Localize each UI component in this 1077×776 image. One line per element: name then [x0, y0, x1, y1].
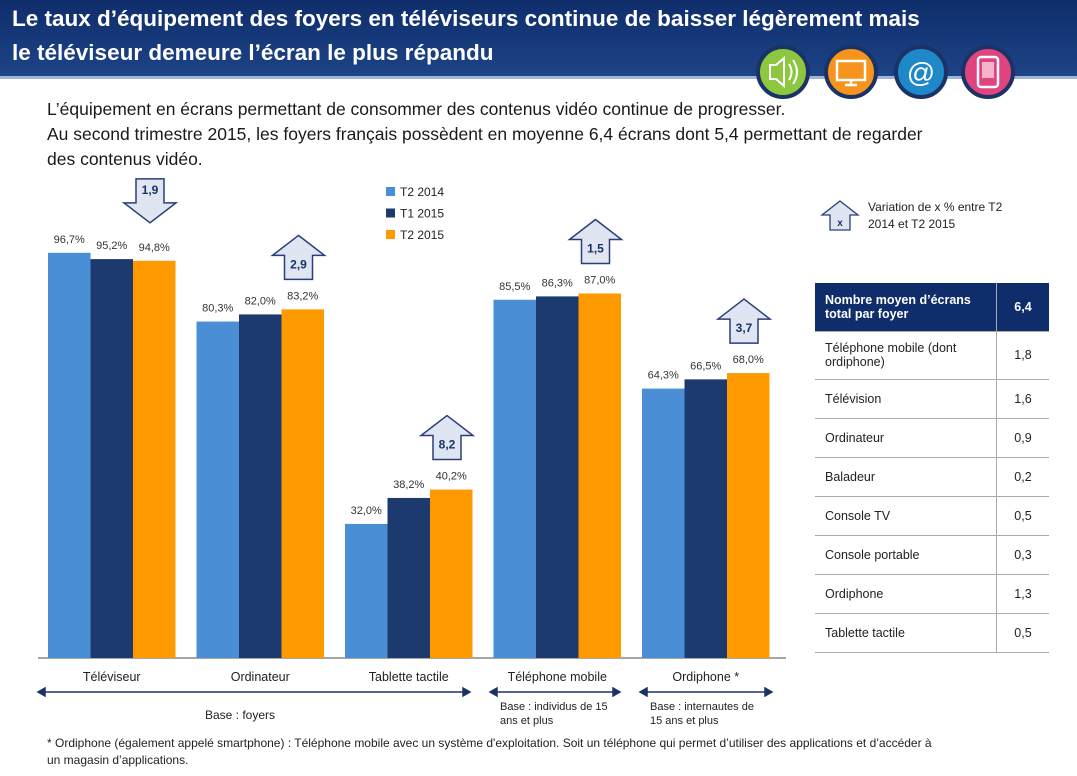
- bar: [536, 296, 579, 658]
- value-label: 86,3%: [542, 277, 573, 289]
- bar: [727, 373, 770, 658]
- table-value: 1,6: [996, 379, 1049, 419]
- variation-label: 3,7: [736, 321, 753, 335]
- bar: [642, 388, 685, 658]
- footnote-line: * Ordiphone (également appelé smartphone…: [47, 736, 932, 750]
- bar: [493, 299, 536, 658]
- header-bar: [0, 0, 1077, 79]
- variation-label: 1,5: [587, 241, 604, 255]
- category-label: Téléviseur: [83, 670, 141, 684]
- bar: [578, 293, 621, 658]
- table-label: Console portable: [815, 535, 997, 575]
- bar: [48, 252, 91, 658]
- table-label: Ordinateur: [815, 418, 997, 458]
- variation-legend-symbol: x: [837, 218, 843, 229]
- value-label: 32,0%: [351, 505, 382, 517]
- table-row: Ordinateur 0,9: [815, 418, 1049, 458]
- variation-legend-arrow: [820, 200, 860, 231]
- table-value: 0,3: [996, 535, 1049, 575]
- category-label: Téléphone mobile: [508, 670, 607, 684]
- bar: [239, 314, 282, 658]
- title-line: le téléviseur demeure l’écran le plus ré…: [12, 40, 494, 65]
- table-value: 0,9: [996, 418, 1049, 458]
- table-label: Ordiphone: [815, 574, 997, 614]
- bar: [387, 497, 430, 658]
- legend-swatch: [386, 230, 395, 239]
- screen-table: Nombre moyen d’écrans total par foyer 6,4…: [815, 283, 1049, 653]
- table-row: Télévision 1,6: [815, 379, 1049, 419]
- icons: @: [756, 45, 1015, 99]
- table-row: Nombre moyen d’écrans total par foyer 6,4: [815, 283, 1049, 332]
- bar: [196, 321, 239, 658]
- base-label: Base : foyers: [204, 708, 276, 722]
- value-label: 80,3%: [202, 303, 233, 315]
- base-label: Base : internautes de 15 ans et plus: [650, 701, 754, 727]
- table-value: 0,5: [996, 613, 1049, 653]
- table-label: Téléphone mobile (dont ordiphone): [815, 331, 997, 380]
- bar: [684, 379, 727, 658]
- table-row: Téléphone mobile (dont ordiphone) 1,8: [815, 331, 1049, 380]
- value-label: 68,0%: [733, 354, 764, 366]
- category-label: Ordinateur: [231, 670, 290, 684]
- value-label: 66,5%: [690, 360, 721, 372]
- legend-swatch: [386, 208, 395, 218]
- variation-label: 2,9: [290, 257, 307, 271]
- base-brackets: [36, 686, 774, 698]
- intro-line: L’équipement en écrans permettant de con…: [47, 99, 786, 119]
- table-value: 6,4: [996, 283, 1049, 332]
- variation-label: 8,2: [439, 438, 456, 452]
- value-label: 85,5%: [499, 281, 530, 293]
- table-row: Baladeur 0,2: [815, 457, 1049, 497]
- legend-label: T2 2015: [400, 228, 444, 242]
- table-value: 1,3: [996, 574, 1049, 614]
- bar: [90, 259, 133, 658]
- value-label: 82,0%: [245, 295, 276, 307]
- variation-label: 1,9: [142, 183, 159, 197]
- table-row: Console TV 0,5: [815, 496, 1049, 536]
- category-label: Ordiphone *: [672, 670, 739, 684]
- variation-arrow: [270, 234, 327, 281]
- svg-text:@: @: [907, 57, 935, 88]
- table-value: 0,2: [996, 457, 1049, 497]
- legend-swatch: [386, 187, 395, 196]
- footnote-line: un magasin d’applications.: [47, 753, 189, 767]
- table-row: Console portable 0,3: [815, 535, 1049, 575]
- title-line: Le taux d’équipement des foyers en télév…: [12, 6, 920, 31]
- variation-arrow: [715, 298, 773, 344]
- value-label: 38,2%: [393, 479, 424, 491]
- value-label: 96,7%: [54, 234, 85, 246]
- value-label: 83,2%: [287, 290, 318, 302]
- legend-label: T2 2014: [400, 185, 444, 199]
- base-label: Base : individus de 15 ans et plus: [500, 701, 608, 727]
- value-label: 64,3%: [648, 370, 679, 382]
- intro-line: des contenus vidéo.: [47, 149, 203, 169]
- table-label: Console TV: [815, 496, 997, 536]
- bar: [430, 489, 473, 658]
- table-value: 0,5: [996, 496, 1049, 536]
- intro-line: Au second trimestre 2015, les foyers fra…: [47, 124, 923, 144]
- table-row: Tablette tactile 0,5: [815, 613, 1049, 653]
- variation-arrow: [418, 414, 476, 461]
- table-label: Télévision: [815, 379, 997, 419]
- legend-label: T1 2015: [400, 207, 444, 221]
- table-label: Tablette tactile: [815, 613, 997, 653]
- variation-arrow: [121, 178, 179, 224]
- value-label: 94,8%: [139, 242, 170, 254]
- table-label: Nombre moyen d’écrans total par foyer: [815, 283, 997, 332]
- bar: [281, 309, 324, 658]
- table-label: Baladeur: [815, 457, 997, 497]
- value-label: 40,2%: [436, 471, 467, 483]
- variation-legend-text: Variation de x % entre T2 2014 et T2 201…: [868, 200, 1003, 231]
- value-label: 87,0%: [584, 274, 615, 286]
- bar: [133, 260, 176, 658]
- table-value: 1,8: [996, 331, 1049, 380]
- variation-arrow: [567, 218, 624, 265]
- table-row: Ordiphone 1,3: [815, 574, 1049, 614]
- bar: [345, 523, 388, 658]
- category-label: Tablette tactile: [369, 670, 449, 684]
- value-label: 95,2%: [96, 240, 127, 252]
